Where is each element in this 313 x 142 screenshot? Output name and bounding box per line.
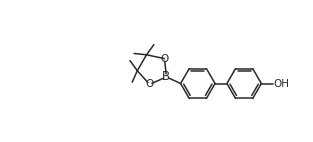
Text: B: B: [162, 70, 171, 83]
Text: O: O: [146, 79, 154, 89]
Text: OH: OH: [274, 79, 290, 88]
Text: O: O: [160, 54, 169, 64]
